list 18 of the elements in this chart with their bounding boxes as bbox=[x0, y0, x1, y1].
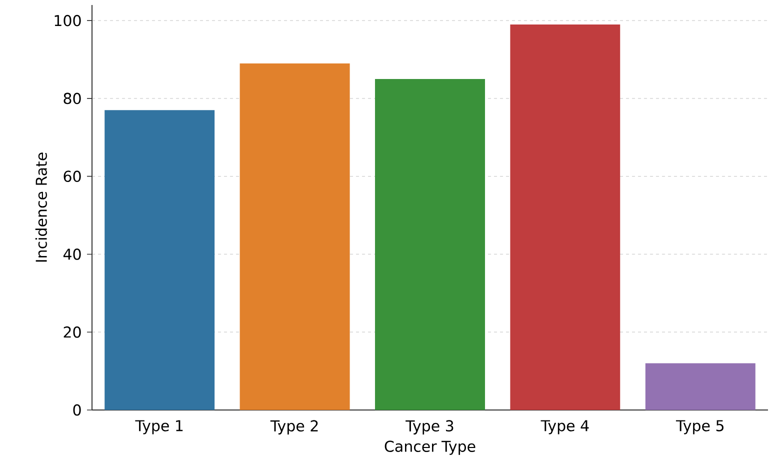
x-tick-label: Type 4 bbox=[540, 420, 589, 434]
bar bbox=[240, 63, 350, 410]
bar bbox=[510, 24, 620, 410]
x-axis-title: Cancer Type bbox=[384, 440, 476, 455]
y-tick-label: 60 bbox=[64, 170, 81, 182]
x-tick-label: Type 5 bbox=[676, 420, 724, 434]
y-tick-label: 40 bbox=[63, 248, 81, 260]
y-tick-label: 100 bbox=[54, 14, 81, 26]
y-tick-label: 20 bbox=[64, 326, 81, 338]
y-axis-title: Incidence Rate bbox=[35, 152, 47, 262]
x-tick-label: Type 2 bbox=[270, 420, 318, 434]
x-tick-label: Type 3 bbox=[406, 420, 454, 434]
bar bbox=[645, 363, 756, 410]
bar bbox=[375, 78, 485, 410]
x-tick-label: Type 1 bbox=[135, 420, 183, 434]
bar bbox=[104, 110, 215, 410]
y-tick-label: 80 bbox=[64, 92, 81, 104]
y-tick-label: 0 bbox=[73, 404, 81, 416]
